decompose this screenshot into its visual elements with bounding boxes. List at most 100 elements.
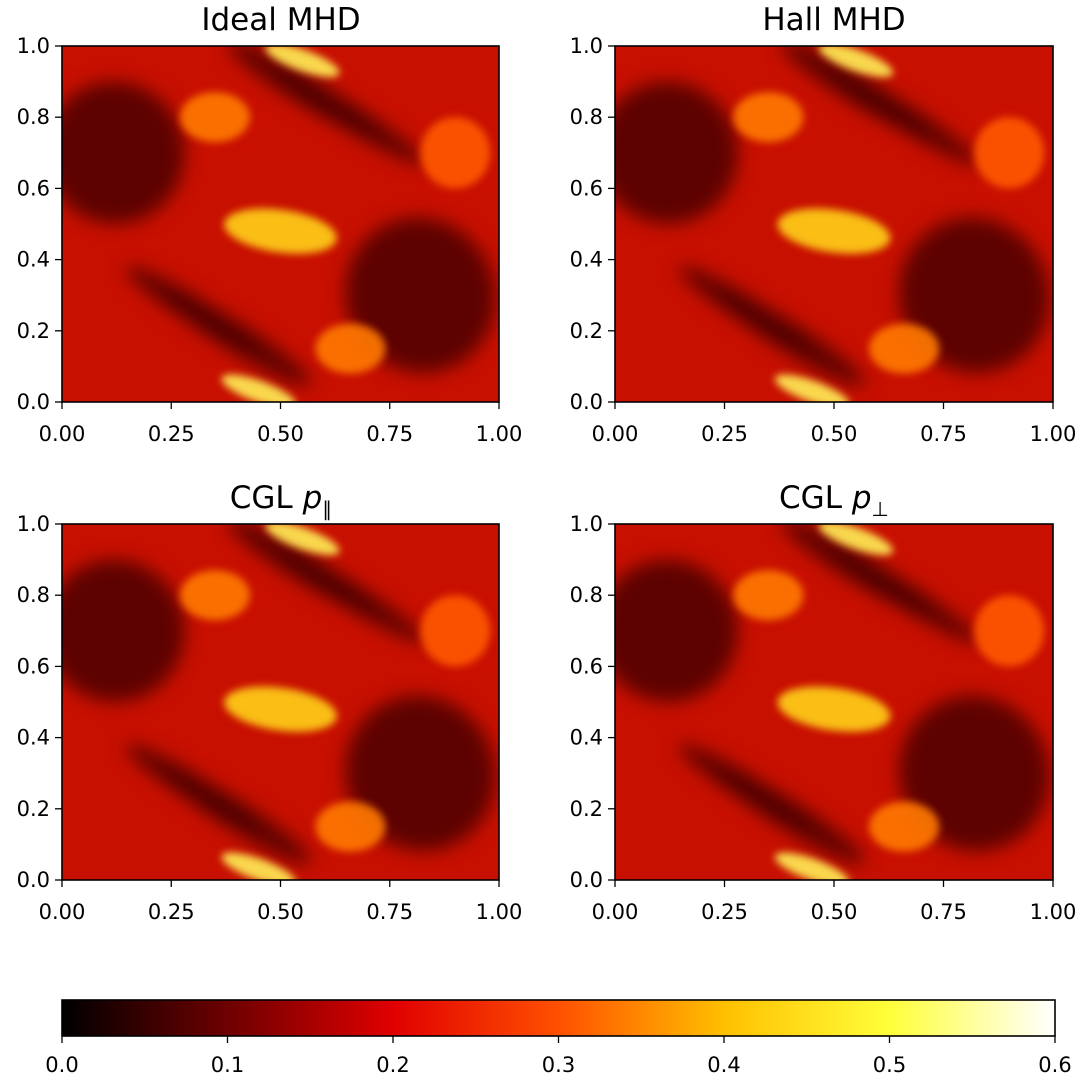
x-tick-label: 0.25 bbox=[701, 422, 748, 446]
dark-region bbox=[829, 69, 979, 165]
y-tick-label: 0.0 bbox=[570, 868, 603, 892]
bright-region bbox=[265, 46, 340, 78]
colorbar-tick-label: 0.1 bbox=[211, 1053, 244, 1077]
heatmap-field bbox=[62, 524, 499, 880]
y-tick-label: 0.8 bbox=[570, 105, 603, 129]
bright-region bbox=[224, 686, 337, 732]
dark-region bbox=[615, 559, 738, 702]
colorbar: 0.0 0.1 0.2 0.3 0.4 0.5 0.6 bbox=[45, 999, 1072, 1077]
bright-region bbox=[221, 852, 296, 880]
bright-region bbox=[818, 524, 894, 556]
colorbar-tick-label: 0.2 bbox=[376, 1053, 409, 1077]
x-tick-label: 1.00 bbox=[1030, 422, 1077, 446]
x-tick-label: 1.00 bbox=[476, 900, 523, 924]
y-tick-label: 0.6 bbox=[570, 176, 603, 200]
y-tick-label: 0.2 bbox=[17, 797, 50, 821]
y-tick-label: 0.4 bbox=[17, 726, 50, 750]
bright-region bbox=[777, 686, 891, 732]
dark-region bbox=[345, 217, 496, 373]
x-tick-label: 0.75 bbox=[366, 900, 413, 924]
y-tick-label: 0.4 bbox=[570, 248, 603, 272]
colorbar-tick-label: 0.5 bbox=[873, 1053, 906, 1077]
y-tick-label: 0.2 bbox=[570, 319, 603, 343]
y-tick-label: 0.8 bbox=[17, 583, 50, 607]
heatmap-field bbox=[615, 46, 1053, 402]
y-tick-label: 0.4 bbox=[17, 248, 50, 272]
dark-region bbox=[62, 81, 185, 224]
x-tick-label: 0.50 bbox=[257, 422, 304, 446]
dark-region bbox=[679, 266, 814, 353]
x-tick-label: 0.00 bbox=[39, 900, 86, 924]
panel-title-hall-mhd: Hall MHD bbox=[762, 2, 905, 38]
y-tick-label: 1.0 bbox=[17, 34, 50, 58]
dark-region bbox=[679, 744, 814, 831]
x-tick-label: 0.50 bbox=[811, 900, 858, 924]
y-tick-label: 0.8 bbox=[17, 105, 50, 129]
dark-region bbox=[829, 547, 979, 643]
bright-region bbox=[974, 117, 1045, 189]
x-tick-label: 0.25 bbox=[701, 900, 748, 924]
dark-region bbox=[126, 266, 261, 353]
colorbar-gradient bbox=[62, 1000, 1055, 1036]
bright-region bbox=[869, 801, 940, 852]
dark-region bbox=[345, 695, 496, 851]
y-tick-label: 0.0 bbox=[17, 390, 50, 414]
x-tick-label: 0.25 bbox=[148, 422, 195, 446]
colorbar-tick-label: 0.0 bbox=[45, 1053, 78, 1077]
bright-region bbox=[974, 595, 1045, 667]
bright-region bbox=[221, 374, 296, 402]
dark-region bbox=[126, 744, 261, 831]
dark-region bbox=[615, 81, 738, 224]
heatmap-panel-cgl-perpendicular: 0.00 0.25 0.50 0.75 1.00 0.0 0.2 0.4 0.6 0.8 1.0 bbox=[570, 512, 1077, 924]
y-tick-label: 1.0 bbox=[17, 512, 50, 536]
y-tick-label: 0.4 bbox=[570, 726, 603, 750]
heatmap-panel-cgl-parallel: 0.00 0.25 0.50 0.75 1.00 0.0 0.2 0.4 0.6 0.8 1.0 bbox=[17, 512, 523, 924]
colorbar-tick-label: 0.6 bbox=[1038, 1053, 1071, 1077]
y-tick-label: 0.8 bbox=[570, 583, 603, 607]
colorbar-tick-label: 0.4 bbox=[707, 1053, 740, 1077]
y-tick-label: 0.6 bbox=[570, 654, 603, 678]
y-tick-label: 0.2 bbox=[17, 319, 50, 343]
bright-region bbox=[265, 524, 340, 556]
bright-region bbox=[315, 801, 386, 852]
y-tick-label: 0.0 bbox=[570, 390, 603, 414]
bright-region bbox=[733, 570, 804, 621]
heatmap-field bbox=[615, 524, 1053, 880]
x-tick-label: 0.00 bbox=[592, 422, 639, 446]
bright-region bbox=[420, 595, 491, 667]
bright-region bbox=[179, 92, 250, 143]
x-tick-label: 0.75 bbox=[920, 900, 967, 924]
bright-region bbox=[869, 323, 940, 374]
x-tick-label: 0.25 bbox=[148, 900, 195, 924]
y-tick-label: 0.2 bbox=[570, 797, 603, 821]
x-tick-label: 0.75 bbox=[920, 422, 967, 446]
y-tick-label: 1.0 bbox=[570, 512, 603, 536]
dark-region bbox=[898, 695, 1050, 851]
x-tick-label: 0.50 bbox=[811, 422, 858, 446]
x-tick-label: 0.00 bbox=[592, 900, 639, 924]
dark-region bbox=[898, 217, 1050, 373]
x-tick-label: 0.75 bbox=[366, 422, 413, 446]
dark-region bbox=[276, 547, 425, 643]
panel-title-cgl-parallel: CGL p∥ bbox=[230, 480, 333, 521]
bright-region bbox=[733, 92, 804, 143]
heatmap-panel-ideal-mhd: 0.00 0.25 0.50 0.75 1.00 0.0 0.2 0.4 0.6 0.8 1.0 bbox=[17, 34, 523, 446]
bright-region bbox=[224, 208, 337, 254]
bright-region bbox=[420, 117, 491, 189]
bright-region bbox=[818, 46, 894, 78]
x-tick-label: 1.00 bbox=[1030, 900, 1077, 924]
heatmap-panel-hall-mhd: 0.00 0.25 0.50 0.75 1.00 0.0 0.2 0.4 0.6 0.8 1.0 bbox=[570, 34, 1077, 446]
dark-region bbox=[62, 559, 185, 702]
y-tick-label: 1.0 bbox=[570, 34, 603, 58]
bright-region bbox=[777, 208, 891, 254]
y-tick-label: 0.0 bbox=[17, 868, 50, 892]
x-tick-label: 0.50 bbox=[257, 900, 304, 924]
bright-region bbox=[774, 374, 850, 402]
heatmap-field bbox=[62, 46, 499, 402]
y-tick-label: 0.6 bbox=[17, 176, 50, 200]
bright-region bbox=[315, 323, 386, 374]
x-tick-label: 1.00 bbox=[476, 422, 523, 446]
panel-title-ideal-mhd: Ideal MHD bbox=[201, 2, 360, 38]
bright-region bbox=[179, 570, 250, 621]
